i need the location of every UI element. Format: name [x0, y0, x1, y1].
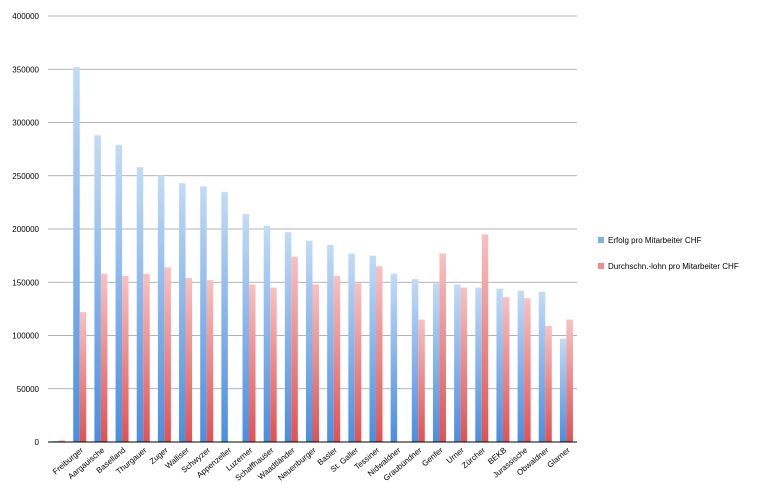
bar-lohn-0 [58, 440, 66, 442]
bar-erfolg-13 [327, 244, 334, 442]
bar-lohn-6 [185, 277, 193, 442]
bar-erfolg-5 [157, 175, 165, 442]
bar-erfolg-16 [390, 273, 398, 442]
bar-erfolg-14 [348, 253, 355, 442]
bar-erfolg-23 [538, 291, 546, 442]
y-tick-label-6: 300000 [12, 119, 39, 128]
bar-erfolg-2 [94, 135, 101, 442]
bars [52, 67, 573, 443]
bar-lohn-21 [502, 297, 510, 442]
x-category-label-20: Zürcher [460, 445, 487, 470]
bar-erfolg-8 [221, 191, 228, 442]
legend-label-erfolg: Erfolg pro Mitarbeiter CHF [608, 235, 702, 245]
legend-label-lohn: Durchschn.-lohn pro Mitarbeiter CHF [608, 261, 739, 271]
x-category-label-18: Genfer [420, 445, 445, 468]
bar-lohn-12 [312, 284, 319, 442]
x-category-label-24: Glarner [545, 445, 571, 469]
bar-erfolg-3 [115, 144, 123, 443]
legend-item-lohn: Durchschn.-lohn pro Mitarbeiter CHF [598, 260, 739, 272]
bar-erfolg-18 [432, 283, 440, 442]
bar-lohn-18 [439, 253, 446, 442]
y-tick-label-5: 250000 [12, 172, 39, 181]
bar-erfolg-1 [73, 67, 80, 443]
y-axis-tick-labels: 0 50000 100000 150000 200000 250000 300000 3500… [12, 12, 39, 447]
bar-erfolg-12 [306, 240, 313, 442]
bar-erfolg-4 [136, 167, 144, 443]
bar-erfolg-17 [411, 279, 419, 442]
bar-lohn-7 [206, 280, 214, 442]
y-tick-label-3: 150000 [12, 278, 39, 287]
bar-erfolg-10 [263, 225, 271, 442]
y-tick-label-7: 350000 [12, 65, 39, 74]
y-tick-label-1: 50000 [17, 385, 40, 394]
y-tick-label-4: 200000 [12, 225, 39, 234]
legend-item-erfolg: Erfolg pro Mitarbeiter CHF [598, 234, 739, 246]
bar-lohn-9 [249, 284, 256, 442]
bar-lohn-24 [566, 319, 573, 442]
bar-lohn-19 [460, 287, 468, 442]
bar-lohn-13 [333, 275, 341, 442]
bar-lohn-22 [524, 298, 531, 442]
bar-erfolg-7 [200, 186, 207, 442]
y-tick-label-8: 400000 [12, 12, 39, 21]
bar-erfolg-6 [179, 183, 186, 442]
bar-lohn-15 [375, 266, 383, 442]
y-tick-label-2: 100000 [12, 332, 39, 341]
bar-erfolg-19 [454, 284, 461, 442]
bar-erfolg-0 [52, 440, 59, 442]
legend-swatch-erfolg [598, 237, 604, 243]
bar-lohn-20 [481, 234, 489, 442]
bar-lohn-23 [545, 325, 552, 442]
bar-lohn-1 [79, 312, 87, 442]
bar-lohn-5 [164, 267, 171, 442]
bar-lohn-11 [291, 256, 298, 442]
bar-erfolg-9 [242, 214, 250, 442]
bar-lohn-2 [100, 273, 108, 442]
bar-erfolg-21 [496, 288, 503, 442]
legend: Erfolg pro Mitarbeiter CHF Durchschn.-lo… [598, 234, 739, 286]
bar-erfolg-20 [475, 287, 482, 442]
bar-lohn-4 [143, 273, 150, 442]
gridlines [48, 15, 577, 443]
bar-erfolg-22 [517, 290, 525, 442]
bar-lohn-10 [270, 287, 277, 442]
bar-lohn-14 [354, 283, 362, 442]
bar-erfolg-11 [284, 232, 292, 442]
legend-swatch-lohn [598, 263, 604, 269]
bar-lohn-17 [418, 319, 425, 442]
y-tick-label-0: 0 [35, 438, 40, 447]
bar-erfolg-15 [369, 255, 376, 442]
bar-lohn-3 [122, 275, 129, 442]
bar-erfolg-24 [559, 338, 567, 442]
